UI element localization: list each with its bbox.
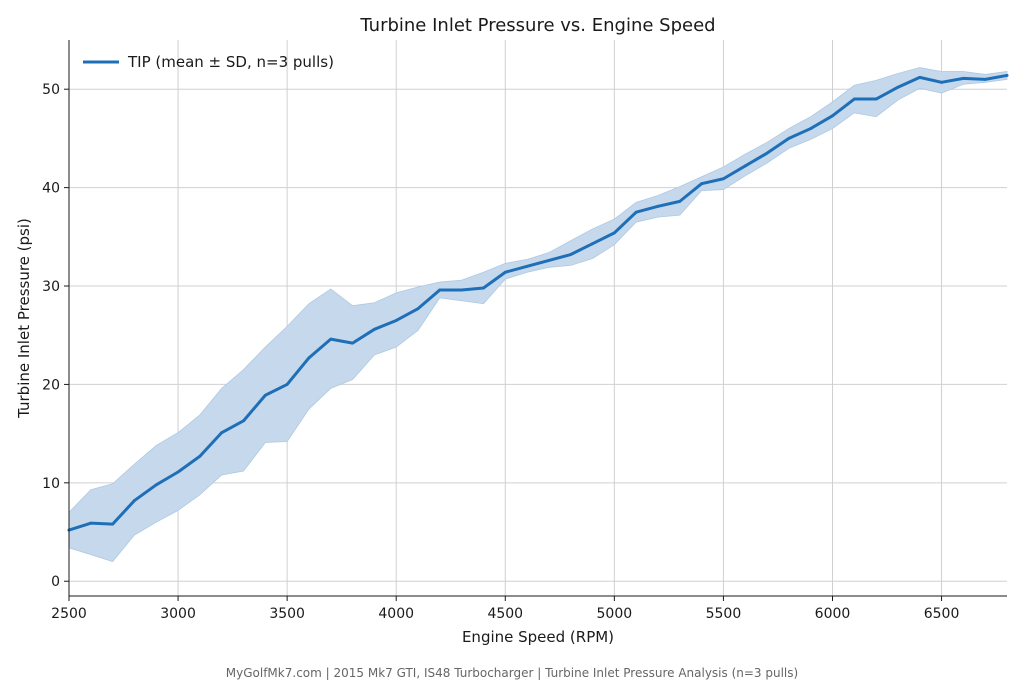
- x-tick-label: 2500: [51, 606, 87, 622]
- data-point: [918, 75, 922, 79]
- data-point: [176, 470, 180, 474]
- x-ticks: 2500 3000 3500 4000 4500 5000 5500 6000 6500: [51, 596, 959, 622]
- data-point: [373, 327, 376, 331]
- data-point: [961, 76, 965, 80]
- x-tick-label: 6000: [815, 606, 851, 622]
- y-tick-label: 0: [51, 574, 60, 590]
- data-point: [242, 419, 245, 423]
- sd-band-layer: [68, 67, 1008, 563]
- data-point: [133, 499, 136, 502]
- data-point: [394, 319, 398, 322]
- data-point: [831, 114, 834, 118]
- data-point: [700, 182, 703, 186]
- data-point: [569, 253, 573, 256]
- data-point: [634, 210, 638, 214]
- data-point: [503, 270, 507, 274]
- data-point: [220, 431, 224, 435]
- data-point: [1005, 74, 1009, 77]
- data-point: [482, 286, 485, 290]
- data-point: [591, 242, 594, 246]
- x-tick-label: 5500: [706, 606, 742, 622]
- x-tick-label: 5000: [597, 606, 633, 622]
- chart-title: Turbine Inlet Pressure vs. Engine Speed: [359, 15, 715, 36]
- mean-line: [67, 73, 1009, 532]
- data-point: [263, 393, 267, 397]
- data-point: [154, 483, 158, 487]
- data-point: [111, 522, 115, 526]
- y-tick-label: 40: [42, 181, 60, 197]
- data-point: [722, 177, 725, 181]
- y-tick-label: 20: [42, 377, 60, 393]
- data-point: [809, 127, 813, 130]
- x-tick-label: 6500: [924, 606, 960, 622]
- y-axis-label: Turbine Inlet Pressure (psi): [15, 218, 33, 419]
- y-tick-label: 50: [42, 82, 60, 98]
- data-point: [416, 307, 420, 311]
- x-tick-label: 3000: [160, 606, 196, 622]
- data-point: [896, 85, 900, 89]
- data-point: [983, 77, 987, 81]
- x-tick-label: 4000: [378, 606, 414, 622]
- data-point: [765, 151, 769, 155]
- legend-label: TIP (mean ± SD, n=3 pulls): [127, 53, 334, 71]
- x-tick-label: 4500: [487, 606, 523, 622]
- data-point: [89, 521, 93, 525]
- data-point: [852, 97, 856, 101]
- data-point: [547, 259, 551, 262]
- y-tick-label: 10: [42, 476, 60, 492]
- x-tick-label: 3500: [269, 606, 305, 622]
- data-point: [874, 97, 878, 101]
- sd-band: [68, 67, 1008, 563]
- data-point: [460, 288, 464, 292]
- data-point: [525, 264, 529, 268]
- x-axis-label: Engine Speed (RPM): [462, 628, 614, 646]
- grid: [68, 40, 1007, 596]
- data-point: [198, 454, 202, 458]
- axes: [68, 40, 1007, 597]
- data-point: [285, 383, 289, 386]
- legend: TIP (mean ± SD, n=3 pulls): [83, 53, 334, 71]
- y-ticks: 0 10 20 30 40 50: [42, 82, 69, 590]
- y-tick-label: 30: [42, 279, 60, 295]
- mean-line-layer: [67, 73, 1009, 532]
- data-point: [787, 137, 791, 140]
- footer-note: MyGolfMk7.com | 2015 Mk7 GTI, IS48 Turbo…: [226, 666, 798, 680]
- data-point: [656, 204, 660, 208]
- data-point: [743, 164, 747, 168]
- data-point: [307, 356, 311, 360]
- data-point: [438, 288, 442, 292]
- data-point: [351, 341, 354, 345]
- data-point: [940, 80, 943, 84]
- data-point: [678, 199, 682, 203]
- data-point: [329, 337, 333, 341]
- data-point: [612, 231, 616, 235]
